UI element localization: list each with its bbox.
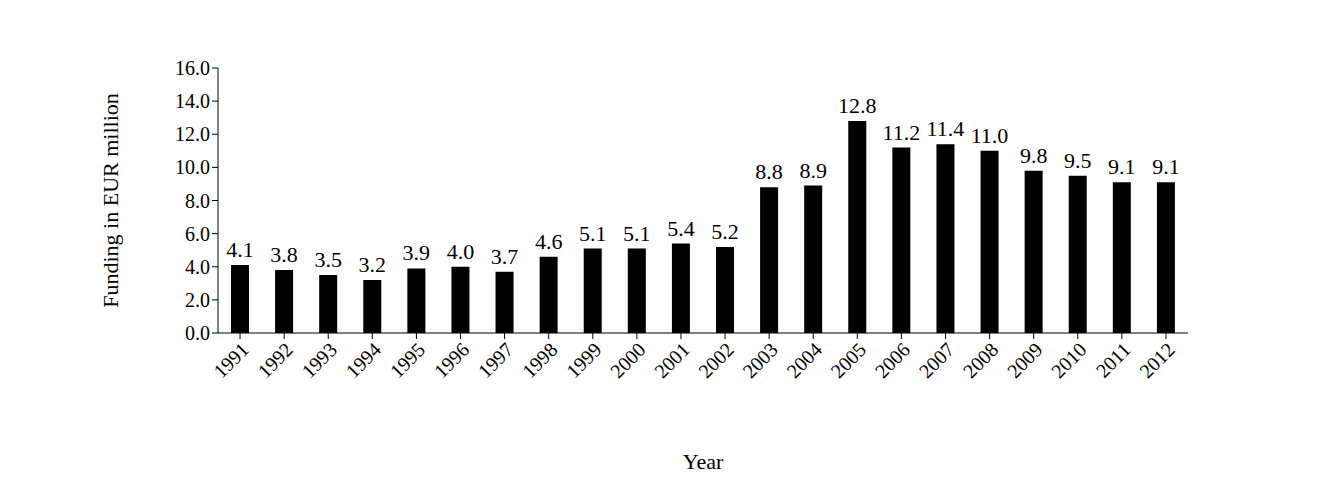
svg-text:5.4: 5.4 [667,216,695,241]
svg-text:11.2: 11.2 [883,120,921,145]
svg-text:8.8: 8.8 [755,159,783,184]
svg-text:3.5: 3.5 [314,247,342,272]
svg-text:3.9: 3.9 [403,240,431,265]
svg-text:2009: 2009 [1003,338,1047,382]
svg-text:Year: Year [683,449,724,474]
svg-text:2.0: 2.0 [185,289,210,311]
svg-text:4.6: 4.6 [535,229,563,254]
svg-text:11.0: 11.0 [971,123,1009,148]
svg-text:8.9: 8.9 [799,158,827,183]
svg-text:1992: 1992 [253,338,297,382]
svg-text:0.0: 0.0 [185,322,210,344]
svg-text:12.8: 12.8 [838,93,877,118]
svg-text:2008: 2008 [959,338,1003,382]
svg-text:Funding in EUR million: Funding in EUR million [98,93,123,308]
svg-text:5.2: 5.2 [711,219,739,244]
svg-text:1993: 1993 [297,338,341,382]
svg-text:3.7: 3.7 [491,244,519,269]
svg-text:6.0: 6.0 [185,223,210,245]
svg-text:1995: 1995 [385,338,429,382]
svg-text:2000: 2000 [606,338,650,382]
svg-text:14.0: 14.0 [175,90,210,112]
svg-text:1997: 1997 [474,338,518,382]
svg-text:1994: 1994 [341,338,385,382]
svg-text:9.8: 9.8 [1020,143,1048,168]
svg-text:1996: 1996 [430,338,474,382]
svg-text:3.8: 3.8 [270,242,298,267]
svg-text:9.1: 9.1 [1108,154,1136,179]
svg-text:8.0: 8.0 [185,190,210,212]
svg-text:12.0: 12.0 [175,123,210,145]
svg-text:5.1: 5.1 [579,221,607,246]
svg-text:4.0: 4.0 [185,256,210,278]
svg-text:1991: 1991 [209,338,253,382]
svg-text:2010: 2010 [1047,338,1091,382]
svg-text:3.2: 3.2 [359,252,387,277]
svg-text:2006: 2006 [870,338,914,382]
svg-text:2007: 2007 [915,338,959,382]
svg-text:9.1: 9.1 [1152,154,1180,179]
svg-text:4.1: 4.1 [226,237,254,262]
svg-text:2005: 2005 [826,338,870,382]
svg-text:5.1: 5.1 [623,221,651,246]
svg-text:2001: 2001 [650,338,694,382]
svg-text:2002: 2002 [694,338,738,382]
svg-text:2004: 2004 [782,338,826,382]
svg-text:10.0: 10.0 [175,156,210,178]
svg-text:2011: 2011 [1091,338,1134,381]
svg-text:2003: 2003 [738,338,782,382]
svg-text:1998: 1998 [518,338,562,382]
svg-text:4.0: 4.0 [447,239,475,264]
svg-text:2012: 2012 [1135,338,1179,382]
svg-text:11.4: 11.4 [927,116,965,141]
svg-text:1999: 1999 [562,338,606,382]
svg-text:16.0: 16.0 [175,57,210,79]
svg-text:9.5: 9.5 [1064,148,1092,173]
